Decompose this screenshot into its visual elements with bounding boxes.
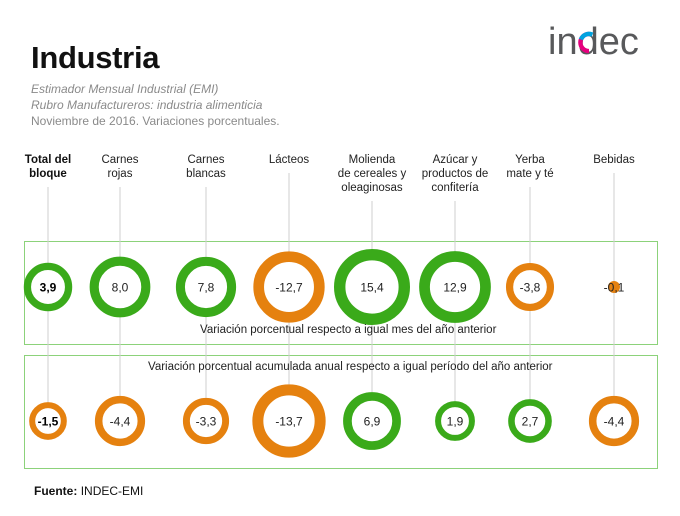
value-label: 6,9 <box>364 415 381 429</box>
category-label-line: Molienda <box>348 154 396 166</box>
category-label-line: productos de <box>421 168 489 180</box>
value-label: 3,9 <box>40 281 57 295</box>
page-title: Industria <box>31 40 160 75</box>
negative-ring <box>182 397 230 445</box>
ring-mark: -0,1 <box>604 281 625 295</box>
category-label-line: mate y té <box>506 168 554 180</box>
subtitle-sector: Rubro Manufactureros: industria alimenti… <box>31 98 263 112</box>
ring-mark: -3,8 <box>505 262 555 312</box>
value-label: -1,5 <box>38 415 59 429</box>
category-label: Yerba mate y té <box>485 153 575 181</box>
negative-ring <box>94 395 146 447</box>
value-label: -4,4 <box>110 415 131 429</box>
logo-text: indec <box>548 21 639 62</box>
category-label-line: blancas <box>186 168 226 180</box>
value-label: 12,9 <box>443 281 467 295</box>
positive-ring <box>435 401 475 441</box>
category-label-line: de cereales y <box>337 168 407 180</box>
ring-mark: -12,7 <box>253 251 325 323</box>
negative-ring <box>252 384 326 458</box>
category-label: Molienda de cereales y oleaginosas <box>327 153 417 195</box>
negative-ring <box>29 402 67 440</box>
ring-mark: 12,9 <box>419 251 491 323</box>
logo-accent-icon-2 <box>578 31 600 54</box>
monthly-variation-box <box>24 241 658 345</box>
ring-mark: 1,9 <box>435 401 475 441</box>
category-label-line: Yerba <box>515 154 545 166</box>
category-label-line: confitería <box>431 182 479 194</box>
category-label: Total del bloque <box>3 153 93 181</box>
category-label: Lácteos <box>244 153 334 167</box>
positive-ring <box>334 248 411 325</box>
ring-mark: 8,0 <box>89 256 151 318</box>
value-label: 2,7 <box>522 415 539 429</box>
ring-mark: -4,4 <box>588 395 640 447</box>
category-label-line: oleaginosas <box>341 182 403 194</box>
category-label-line: bloque <box>29 168 67 180</box>
source-value: INDEC-EMI <box>80 484 144 498</box>
value-label: 7,8 <box>198 281 215 295</box>
source-note: Fuente: INDEC-EMI <box>34 484 143 498</box>
category-label: Carnes blancas <box>161 153 251 181</box>
category-label-line: rojas <box>107 168 133 180</box>
category-label-line: Bebidas <box>593 154 635 166</box>
ring-mark: -13,7 <box>252 384 326 458</box>
ring-mark: 7,8 <box>175 256 237 318</box>
subtitle-source: Estimador Mensual Industrial (EMI) <box>31 82 219 96</box>
category-label-line: Total del <box>24 154 72 166</box>
ring-mark: -3,3 <box>182 397 230 445</box>
category-label: Carnes rojas <box>75 153 165 181</box>
positive-ring <box>23 262 73 312</box>
negative-ring <box>588 395 640 447</box>
value-label: 1,9 <box>447 415 464 429</box>
value-label: -3,3 <box>196 415 217 429</box>
positive-ring <box>175 256 237 318</box>
negative-ring <box>608 281 620 293</box>
negative-ring <box>505 262 555 312</box>
positive-ring <box>343 392 401 450</box>
ring-mark: -4,4 <box>94 395 146 447</box>
positive-ring <box>89 256 151 318</box>
category-label: Azúcar y productos de confitería <box>410 153 500 195</box>
category-label-line: Azúcar y <box>432 154 478 166</box>
category-label: Bebidas <box>569 153 659 167</box>
value-label: -4,4 <box>604 415 625 429</box>
value-label: -12,7 <box>275 281 303 295</box>
category-label-line: Carnes <box>101 154 139 166</box>
subtitle-period: Noviembre de 2016. Variaciones porcentua… <box>31 114 280 128</box>
ring-mark: 6,9 <box>343 392 401 450</box>
positive-ring <box>508 399 552 443</box>
category-label-line: Carnes <box>187 154 225 166</box>
ring-mark: 3,9 <box>23 262 73 312</box>
series-1-caption: Variación porcentual respecto a igual me… <box>200 324 497 336</box>
series-2-caption: Variación porcentual acumulada anual res… <box>148 361 553 373</box>
positive-ring <box>419 251 491 323</box>
indec-logo: indec <box>548 21 639 62</box>
negative-ring <box>253 251 325 323</box>
value-label: -3,8 <box>520 281 541 295</box>
value-label: -13,7 <box>275 415 303 429</box>
ring-mark: 2,7 <box>508 399 552 443</box>
ring-mark: 15,4 <box>334 248 411 325</box>
value-label: 15,4 <box>360 281 384 295</box>
value-label: 8,0 <box>112 281 129 295</box>
category-label-line: Lácteos <box>268 154 310 166</box>
ring-mark: -1,5 <box>29 402 67 440</box>
annual-variation-box <box>24 355 658 469</box>
source-label: Fuente: <box>34 484 78 498</box>
value-label: -0,1 <box>604 281 625 295</box>
